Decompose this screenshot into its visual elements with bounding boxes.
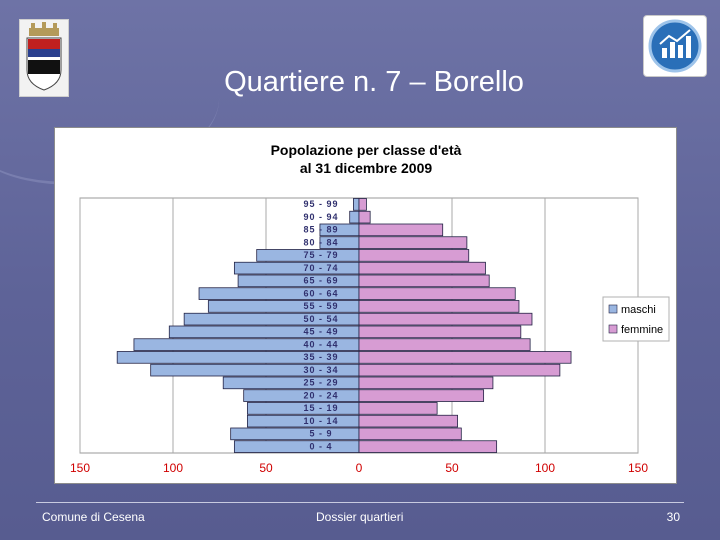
bar-maschi-20-24 <box>243 389 360 402</box>
bar-femmine-40-44 <box>358 338 531 351</box>
x-tick-label: 150 <box>628 461 648 475</box>
bar-femmine-50-54 <box>358 312 533 326</box>
bar-femmine-20-24 <box>358 389 485 402</box>
age-label: 50 - 54 <box>303 314 338 324</box>
bar-femmine-10-14 <box>358 414 458 428</box>
age-label: 60 - 64 <box>303 288 338 298</box>
bar-femmine-90-94 <box>358 210 371 224</box>
age-label: 25 - 29 <box>303 378 338 388</box>
coat-of-arms-logo <box>19 19 69 97</box>
age-label: 90 - 94 <box>303 212 338 222</box>
legend-label-maschi: maschi <box>621 304 656 316</box>
bars <box>116 198 572 453</box>
bar-maschi-95-99 <box>353 198 360 211</box>
legend-swatch-femmine <box>608 324 618 334</box>
dossier-logo <box>643 15 707 77</box>
page-number: 30 <box>666 510 680 524</box>
age-label: 10 - 14 <box>303 416 338 426</box>
age-label: 75 - 79 <box>303 250 338 260</box>
age-label: 40 - 44 <box>303 339 338 349</box>
bar-femmine-35-39 <box>358 351 572 364</box>
bar-femmine-5-9 <box>358 427 462 441</box>
bar-femmine-25-29 <box>358 376 494 390</box>
age-label: 55 - 59 <box>303 301 338 311</box>
x-tick-label: 50 <box>259 461 273 475</box>
bar-maschi-70-74 <box>233 261 360 275</box>
age-label: 80 - 84 <box>303 237 338 247</box>
bar-femmine-55-59 <box>358 300 520 313</box>
x-tick-label: 100 <box>163 461 183 475</box>
age-label: 20 - 24 <box>303 390 338 400</box>
age-label: 70 - 74 <box>303 263 338 273</box>
bar-femmine-45-49 <box>358 325 522 339</box>
age-label: 35 - 39 <box>303 352 338 362</box>
bar-femmine-95-99 <box>358 198 367 211</box>
x-tick-label: 150 <box>70 461 90 475</box>
bar-femmine-75-79 <box>358 249 470 262</box>
chart-title: Popolazione per classe d'età <box>271 142 462 158</box>
footer-document-title: Dossier quartieri <box>316 510 404 524</box>
bar-femmine-80-84 <box>358 236 468 249</box>
footer-organization: Comune di Cesena <box>42 510 145 524</box>
legend-label-femmine: femmine <box>621 324 663 336</box>
bar-maschi-5-9 <box>230 427 360 441</box>
age-label: 85 - 89 <box>303 225 338 235</box>
chart-subtitle: al 31 dicembre 2009 <box>300 160 433 176</box>
bar-maschi-0-4 <box>233 440 360 453</box>
bar-femmine-60-64 <box>358 287 516 300</box>
age-label: 95 - 99 <box>303 199 338 209</box>
x-tick-label: 100 <box>535 461 555 475</box>
bar-femmine-65-69 <box>358 274 490 288</box>
x-tick-label: 0 <box>356 461 363 475</box>
legend-swatch-maschi <box>608 304 618 314</box>
bar-femmine-0-4 <box>358 440 498 453</box>
slide-title: Quartiere n. 7 – Borello <box>224 66 524 98</box>
legend: maschi femmine <box>602 296 670 342</box>
age-label: 45 - 49 <box>303 327 338 337</box>
bar-femmine-85-89 <box>358 223 444 237</box>
age-label: 15 - 19 <box>303 403 338 413</box>
age-labels: 0 - 4 5 - 9 10 - 14 15 - 19 20 - 24 25 - 29 30… <box>303 199 338 451</box>
bar-femmine-70-74 <box>358 261 486 275</box>
legend-frame <box>602 296 670 342</box>
bar-maschi-65-69 <box>237 274 360 288</box>
bar-maschi-25-29 <box>222 376 360 390</box>
age-label: 0 - 4 <box>309 441 332 451</box>
x-tick-labels: 150 100 50 0 50 100 150 <box>70 461 648 475</box>
age-label: 65 - 69 <box>303 276 338 286</box>
age-label: 5 - 9 <box>309 429 332 439</box>
footer-divider <box>36 502 684 503</box>
chart-svg: Popolazione per classe d'età al 31 dicem… <box>70 142 670 475</box>
age-label: 30 - 34 <box>303 365 338 375</box>
bar-femmine-30-34 <box>358 363 561 377</box>
bar-maschi-90-94 <box>349 210 360 224</box>
population-pyramid-chart: Popolazione per classe d'età al 31 dicem… <box>54 127 677 484</box>
bar-femmine-15-19 <box>358 402 438 415</box>
x-tick-label: 50 <box>445 461 459 475</box>
